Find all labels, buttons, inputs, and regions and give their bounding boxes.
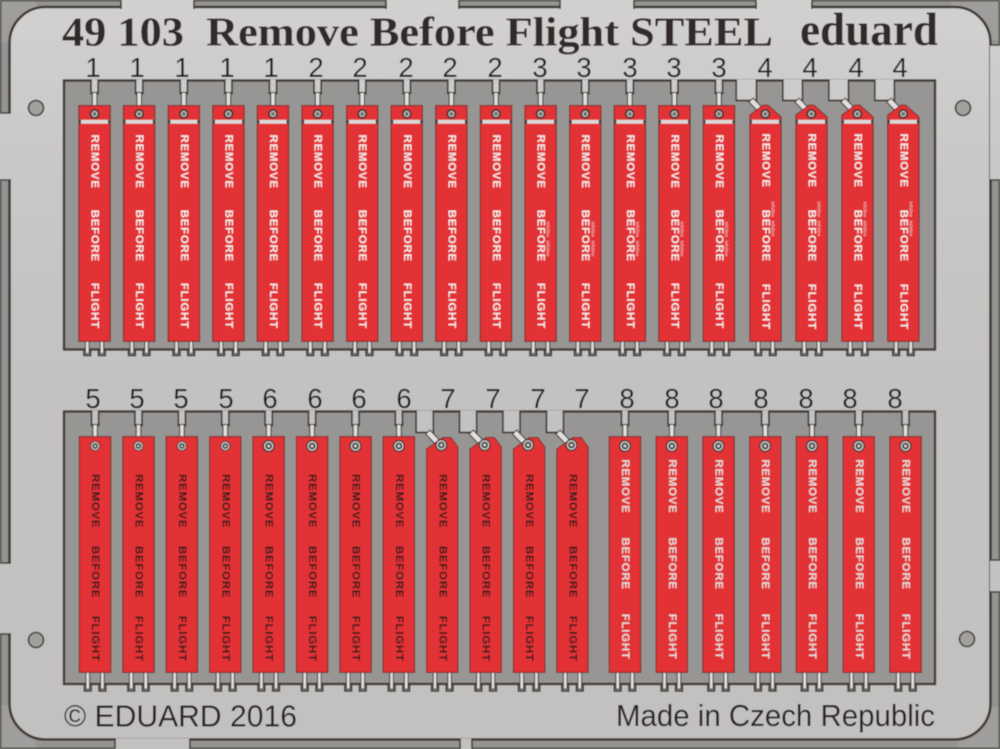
- svg-text:REMOVE BEFORE FLIGHT: REMOVE BEFORE FLIGHT: [89, 474, 101, 662]
- svg-text:REMOVE BEFORE FLIGHT: REMOVE BEFORE FLIGHT: [853, 459, 865, 659]
- svg-text:REMOVE BEFORE FLIGHT: REMOVE BEFORE FLIGHT: [759, 459, 771, 659]
- svg-text:REMOVE BEFORE FLIGHT: REMOVE BEFORE FLIGHT: [133, 135, 145, 329]
- svg-text:Infoline Infoline: Infoline Infoline: [817, 202, 822, 237]
- svg-text:6: 6: [307, 383, 322, 414]
- svg-text:REMOVE BEFORE FLIGHT: REMOVE BEFORE FLIGHT: [356, 135, 368, 329]
- svg-text:6: 6: [351, 383, 366, 414]
- svg-text:REMOVE BEFORE FLIGHT: REMOVE BEFORE FLIGHT: [806, 459, 818, 659]
- svg-text:6: 6: [396, 383, 411, 414]
- svg-text:8: 8: [842, 383, 857, 414]
- svg-text:8: 8: [619, 383, 634, 414]
- svg-text:REMOVE BEFORE FLIGHT: REMOVE BEFORE FLIGHT: [350, 474, 362, 662]
- svg-text:REMOVE BEFORE FLIGHT: REMOVE BEFORE FLIGHT: [619, 459, 631, 659]
- svg-text:REMOVE BEFORE FLIGHT: REMOVE BEFORE FLIGHT: [393, 474, 405, 662]
- svg-text:Infoline Infoline: Infoline Infoline: [863, 202, 868, 237]
- svg-text:REMOVE BEFORE FLIGHT: REMOVE BEFORE FLIGHT: [579, 135, 591, 329]
- svg-text:Infoline Infoline: Infoline Infoline: [590, 222, 595, 257]
- svg-text:REMOVE BEFORE FLIGHT: REMOVE BEFORE FLIGHT: [806, 134, 818, 330]
- svg-text:8: 8: [887, 383, 902, 414]
- svg-text:1: 1: [219, 52, 234, 83]
- svg-text:8: 8: [798, 383, 813, 414]
- svg-text:4: 4: [757, 52, 772, 83]
- svg-text:REMOVE BEFORE FLIGHT: REMOVE BEFORE FLIGHT: [666, 459, 678, 659]
- svg-text:REMOVE BEFORE FLIGHT: REMOVE BEFORE FLIGHT: [133, 474, 145, 662]
- svg-text:49 103 Remove Before Flight S: 49 103 Remove Before Flight STEEL: [62, 9, 773, 55]
- svg-text:REMOVE BEFORE FLIGHT: REMOVE BEFORE FLIGHT: [263, 474, 275, 662]
- svg-text:4: 4: [892, 52, 907, 83]
- svg-text:REMOVE BEFORE FLIGHT: REMOVE BEFORE FLIGHT: [306, 474, 318, 662]
- svg-text:3: 3: [711, 52, 726, 83]
- svg-text:REMOVE BEFORE FLIGHT: REMOVE BEFORE FLIGHT: [267, 135, 279, 329]
- svg-text:8: 8: [664, 383, 679, 414]
- svg-text:7: 7: [485, 383, 500, 414]
- svg-text:8: 8: [753, 383, 768, 414]
- svg-text:REMOVE BEFORE FLIGHT: REMOVE BEFORE FLIGHT: [401, 135, 413, 329]
- svg-text:3: 3: [622, 52, 637, 83]
- svg-text:REMOVE BEFORE FLIGHT: REMOVE BEFORE FLIGHT: [480, 474, 492, 662]
- svg-text:4: 4: [802, 52, 817, 83]
- svg-text:REMOVE BEFORE FLIGHT: REMOVE BEFORE FLIGHT: [222, 135, 234, 329]
- svg-text:Made in Czech Republic: Made in Czech Republic: [616, 699, 935, 733]
- svg-text:6: 6: [262, 383, 277, 414]
- svg-text:REMOVE BEFORE FLIGHT: REMOVE BEFORE FLIGHT: [852, 134, 864, 330]
- svg-text:REMOVE BEFORE FLIGHT: REMOVE BEFORE FLIGHT: [897, 134, 909, 330]
- svg-text:3: 3: [576, 52, 591, 83]
- svg-text:1: 1: [174, 52, 189, 83]
- svg-text:Infoline Infoline: Infoline Infoline: [680, 222, 685, 257]
- svg-text:REMOVE BEFORE FLIGHT: REMOVE BEFORE FLIGHT: [760, 134, 772, 330]
- svg-text:REMOVE BEFORE FLIGHT: REMOVE BEFORE FLIGHT: [436, 474, 448, 662]
- svg-text:Infoline Infoline: Infoline Infoline: [635, 222, 640, 257]
- svg-text:© EDUARD 2016: © EDUARD 2016: [64, 700, 297, 734]
- svg-text:4: 4: [848, 52, 863, 83]
- svg-text:7: 7: [440, 383, 455, 414]
- svg-text:REMOVE BEFORE FLIGHT: REMOVE BEFORE FLIGHT: [900, 459, 912, 659]
- svg-text:5: 5: [129, 383, 144, 414]
- svg-text:REMOVE BEFORE FLIGHT: REMOVE BEFORE FLIGHT: [523, 474, 535, 662]
- svg-text:REMOVE BEFORE FLIGHT: REMOVE BEFORE FLIGHT: [490, 135, 502, 329]
- svg-text:7: 7: [574, 383, 589, 414]
- svg-text:5: 5: [85, 383, 100, 414]
- svg-text:REMOVE BEFORE FLIGHT: REMOVE BEFORE FLIGHT: [312, 135, 324, 329]
- svg-text:2: 2: [398, 52, 413, 83]
- svg-text:2: 2: [442, 52, 457, 83]
- svg-text:REMOVE BEFORE FLIGHT: REMOVE BEFORE FLIGHT: [567, 474, 579, 662]
- svg-text:REMOVE BEFORE FLIGHT: REMOVE BEFORE FLIGHT: [535, 135, 547, 329]
- svg-text:REMOVE BEFORE FLIGHT: REMOVE BEFORE FLIGHT: [624, 135, 636, 329]
- svg-text:3: 3: [666, 52, 681, 83]
- svg-text:2: 2: [308, 52, 323, 83]
- svg-text:2: 2: [352, 52, 367, 83]
- svg-text:Infoline Infoline: Infoline Infoline: [771, 202, 776, 237]
- svg-text:2: 2: [487, 52, 502, 83]
- svg-text:Infoline Infoline: Infoline Infoline: [724, 222, 729, 257]
- svg-text:Infoline Infoline: Infoline Infoline: [546, 222, 551, 257]
- svg-text:REMOVE BEFORE FLIGHT: REMOVE BEFORE FLIGHT: [176, 474, 188, 662]
- svg-text:1: 1: [129, 52, 144, 83]
- svg-text:8: 8: [708, 383, 723, 414]
- svg-text:eduard: eduard: [800, 4, 938, 56]
- svg-text:1: 1: [263, 52, 278, 83]
- svg-text:REMOVE BEFORE FLIGHT: REMOVE BEFORE FLIGHT: [219, 474, 231, 662]
- svg-text:5: 5: [173, 383, 188, 414]
- svg-text:REMOVE BEFORE FLIGHT: REMOVE BEFORE FLIGHT: [713, 459, 725, 659]
- svg-text:1: 1: [85, 52, 100, 83]
- svg-text:3: 3: [532, 52, 547, 83]
- svg-text:REMOVE BEFORE FLIGHT: REMOVE BEFORE FLIGHT: [668, 135, 680, 329]
- svg-text:REMOVE BEFORE FLIGHT: REMOVE BEFORE FLIGHT: [178, 135, 190, 329]
- svg-text:7: 7: [530, 383, 545, 414]
- svg-text:Infoline Infoline: Infoline Infoline: [909, 202, 914, 237]
- svg-text:5: 5: [218, 383, 233, 414]
- svg-text:REMOVE BEFORE FLIGHT: REMOVE BEFORE FLIGHT: [445, 135, 457, 329]
- svg-text:REMOVE BEFORE FLIGHT: REMOVE BEFORE FLIGHT: [89, 135, 101, 329]
- svg-text:REMOVE BEFORE FLIGHT: REMOVE BEFORE FLIGHT: [713, 135, 725, 329]
